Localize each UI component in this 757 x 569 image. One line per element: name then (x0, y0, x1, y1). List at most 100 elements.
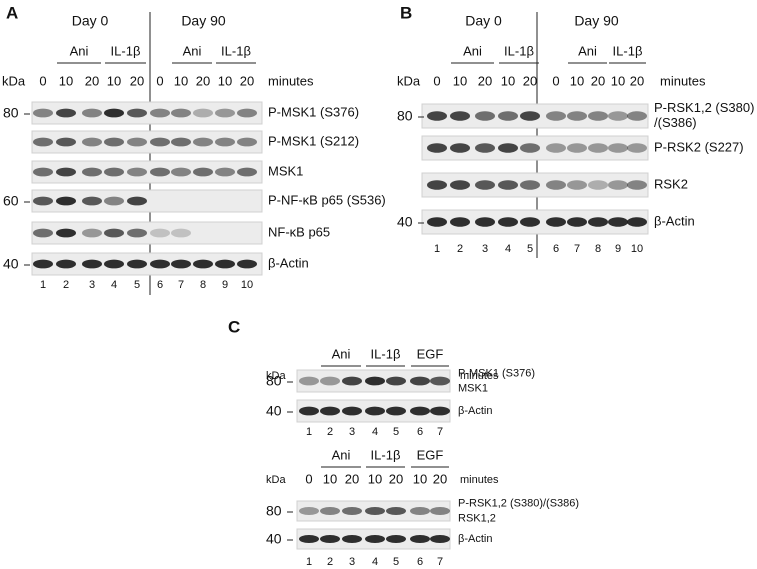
band (56, 108, 76, 118)
band (627, 180, 647, 190)
time-unit: minutes (268, 73, 314, 88)
band (546, 143, 566, 153)
time-point: 20 (591, 73, 605, 88)
time-point: 10 (453, 73, 467, 88)
kda-marker: 40 (266, 403, 282, 419)
lane-number: 1 (306, 426, 312, 438)
lane-number: 2 (327, 556, 333, 568)
band (427, 143, 447, 153)
panel-letter: B (400, 3, 412, 22)
band (82, 108, 102, 118)
blot-label: P-MSK1 (S212) (268, 133, 359, 148)
band (171, 137, 191, 147)
lane-number: 3 (349, 556, 355, 568)
band (430, 376, 450, 386)
band (193, 137, 213, 147)
lane-number: 1 (40, 279, 46, 291)
band (410, 535, 430, 543)
band (342, 507, 362, 515)
band (520, 143, 540, 153)
lane-number: 1 (306, 556, 312, 568)
lane-number: 9 (222, 279, 228, 291)
band (215, 167, 235, 177)
time-point: 10 (59, 73, 73, 88)
band (104, 167, 124, 177)
lane-number: 6 (417, 426, 423, 438)
band (410, 376, 430, 386)
band (410, 507, 430, 515)
blot-label: NF-κB p65 (268, 224, 330, 239)
group-label: Day 0 (72, 13, 109, 29)
time-point: 20 (433, 471, 447, 486)
band (365, 507, 385, 515)
time-point: 0 (433, 73, 440, 88)
time-point: 0 (39, 73, 46, 88)
lane-number: 8 (595, 243, 601, 255)
band (608, 143, 628, 153)
time-point: 10 (107, 73, 121, 88)
time-point: 10 (323, 471, 337, 486)
lane-number: 3 (89, 279, 95, 291)
lane-number: 6 (417, 556, 423, 568)
band (56, 167, 76, 177)
band (193, 167, 213, 177)
band (127, 108, 147, 118)
band (365, 535, 385, 543)
kda-label: kDa (2, 73, 26, 88)
band (237, 167, 257, 177)
band (171, 259, 191, 269)
lane-number: 7 (437, 426, 443, 438)
band (33, 196, 53, 206)
band (299, 406, 319, 416)
band (520, 217, 540, 227)
time-point: 20 (130, 73, 144, 88)
time-point: 10 (570, 73, 584, 88)
band (386, 376, 406, 386)
treatment-label: Ani (332, 346, 351, 361)
band (498, 111, 518, 121)
time-point: 10 (218, 73, 232, 88)
band (546, 111, 566, 121)
band (567, 143, 587, 153)
band (567, 217, 587, 227)
lane-number: 2 (327, 426, 333, 438)
band (33, 137, 53, 147)
band (450, 143, 470, 153)
blot-label: P-MSK1 (S376) (458, 367, 535, 379)
band (608, 180, 628, 190)
band (410, 406, 430, 416)
time-point: 10 (611, 73, 625, 88)
band (588, 143, 608, 153)
blot-label: MSK1 (458, 382, 488, 394)
time-point: 10 (501, 73, 515, 88)
kda-label: kDa (397, 73, 421, 88)
time-point: 10 (413, 471, 427, 486)
blot-label: β-Actin (458, 533, 492, 545)
band (430, 535, 450, 543)
band (475, 217, 495, 227)
band (215, 108, 235, 118)
band (127, 228, 147, 238)
band (588, 111, 608, 121)
blot-label: P-RSK2 (S227) (654, 139, 744, 154)
band (608, 111, 628, 121)
time-point: 20 (523, 73, 537, 88)
time-point: 20 (630, 73, 644, 88)
band (299, 376, 319, 386)
kda-marker: 60 (3, 193, 19, 209)
band (320, 507, 340, 515)
time-unit: minutes (460, 370, 499, 382)
band (498, 217, 518, 227)
time-point: 10 (368, 471, 382, 486)
band (320, 406, 340, 416)
lane-number: 5 (393, 556, 399, 568)
band (450, 111, 470, 121)
time-point: 0 (552, 73, 559, 88)
band (82, 228, 102, 238)
band (299, 535, 319, 543)
time-point: 20 (196, 73, 210, 88)
band (82, 259, 102, 269)
band (475, 180, 495, 190)
band (567, 111, 587, 121)
